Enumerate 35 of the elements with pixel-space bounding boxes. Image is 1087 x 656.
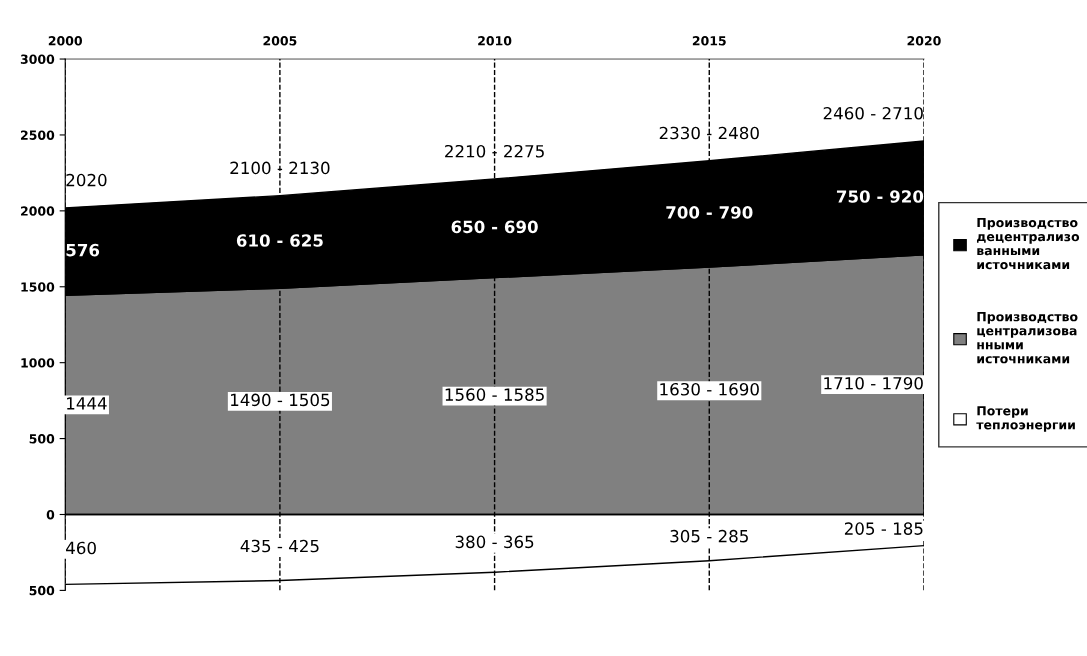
annotation: 650 - 690 — [451, 220, 538, 234]
annotation: 1630 - 1690 — [660, 382, 759, 396]
annotation: 1444 — [67, 397, 107, 410]
annotation: 380 - 365 — [455, 535, 534, 549]
annotation: 205 - 185 — [844, 522, 923, 535]
x-tick-label: 2000 — [48, 36, 83, 46]
total-label: 2330 - 2480 — [659, 126, 759, 140]
annotation: 1490 - 1505 — [231, 393, 330, 407]
y-tick-label: 500 — [29, 434, 55, 444]
annotation: 435 - 425 — [240, 539, 319, 553]
y-tick-label: 1500 — [21, 282, 55, 292]
x-tick-label: 2010 — [478, 36, 512, 46]
y-tick-label: 1000 — [21, 358, 55, 368]
annotation: 1560 - 1585 — [445, 388, 544, 401]
y-tick-label: 0 — [46, 509, 55, 520]
y-tick-label: 2000 — [21, 206, 55, 216]
x-tick-label: 2005 — [263, 36, 297, 46]
total-label: 2100 - 2130 — [230, 161, 330, 175]
annotation: 305 - 285 — [670, 529, 748, 543]
y-tick-label: 3000 — [20, 54, 55, 64]
annotation: 750 - 920 — [836, 190, 924, 203]
x-tick-label: 2015 — [692, 36, 726, 46]
legend-label: Потери теплоэнергии — [976, 406, 1075, 432]
y-tick-label: 500 — [29, 585, 55, 596]
legend-label: Производство децентрализо ванными источниками — [976, 217, 1080, 270]
annotation: 610 - 625 — [236, 234, 323, 247]
annotation: 460 — [66, 541, 96, 555]
annotation: 1710 - 1790 — [824, 376, 923, 390]
annotation: 700 - 790 — [666, 206, 753, 219]
annotation: 576 — [66, 243, 100, 257]
total-label: 2460 - 2710 — [823, 106, 923, 120]
total-label: 2020 — [66, 173, 107, 187]
y-tick-label: 2500 — [21, 130, 55, 140]
legend-label: Производство централизова нными источниками — [977, 312, 1078, 364]
x-tick-label: 2020 — [907, 36, 941, 46]
